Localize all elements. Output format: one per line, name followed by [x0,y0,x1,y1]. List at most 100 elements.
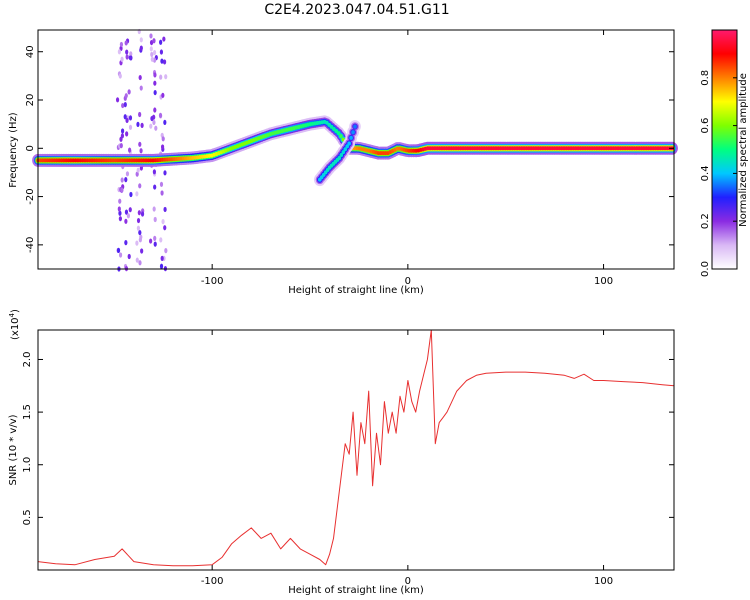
noise-speck [118,252,123,258]
noise-speck [153,89,157,96]
snr-x-tick-label: -100 [201,576,224,587]
noise-speck [115,97,120,103]
snr-y-tick-label: 0.5 [22,509,33,525]
colorbar-gradient [711,29,738,270]
noise-speck [138,237,142,243]
colorbar-tick-label: 0.0 [700,261,711,277]
noise-speck [150,115,154,122]
noise-speck [140,122,144,128]
noise-speck [138,74,142,81]
spectral-branch-blob [347,141,351,146]
noise-speck [128,124,133,130]
snr-y-tick-label: 1.0 [22,457,33,473]
noise-speck [124,240,128,246]
noise-speck [128,147,132,153]
noise-speck [124,40,128,46]
snr-x-axis-label: Height of straight line (km) [288,585,424,596]
noise-speck [138,111,142,118]
noise-speck [161,219,165,225]
spectral-branch-blob [353,124,357,129]
noise-speck [135,240,139,246]
noise-speck [159,181,164,187]
noise-speck [124,93,128,99]
snr-y-multiplier-base: (x10 [10,317,21,340]
noise-speck [135,191,139,197]
snr-panel: -100 0 100 0.5 1.0 1.5 2.0 Height of straight … [8,309,675,596]
spectral-branch-blob [351,130,355,135]
snr-ticks: -100 0 100 0.5 1.0 1.5 2.0 [22,330,674,587]
noise-speck [136,121,140,127]
noise-speck [163,119,167,126]
spectral-branch-blob [341,150,346,155]
noise-speck [160,255,164,261]
noise-speck [163,225,167,231]
snr-x-tick-label: 100 [594,576,613,587]
noise-speck [160,144,165,150]
noise-speck [117,49,122,55]
noise-speck [152,38,156,44]
snr-y-tick-label: 2.0 [22,352,33,368]
noise-speck [138,260,142,266]
noise-speck [139,148,143,154]
spectral-ridge-blob [339,134,343,139]
noise-speck [153,216,157,223]
noise-speck [127,253,131,260]
noise-speck [152,169,156,175]
noise-speck [125,131,129,137]
noise-speck [119,143,123,149]
spectrogram-image [32,28,678,272]
noise-speck [153,235,157,241]
snr-y-axis-label: SNR (10 * v/v) [8,414,19,485]
snr-y-multiplier-exponent: 4 [8,312,16,317]
noise-speck [124,218,128,224]
noise-speck [118,198,122,204]
spectrogram-y-axis-label: Frequency (Hz) [8,112,19,188]
snr-x-tick-label: 0 [405,576,411,587]
snr-y-multiplier-close: ) [10,309,21,313]
noise-speck [162,59,167,65]
noise-speck [136,225,141,231]
noise-speck [123,102,127,108]
noise-speck [153,72,157,78]
noise-speck [136,217,141,224]
noise-speck [149,39,154,46]
colorbar: 0.0 0.2 0.4 0.6 0.8 Normalized spectral ampl… [700,29,749,277]
spectrogram-x-tick-label: 0 [405,276,411,287]
spectrogram-y-tick-label: -40 [25,237,36,253]
noise-speck [135,171,139,177]
noise-speck [120,133,125,139]
noise-speck [161,92,165,98]
noise-speck [159,237,163,243]
noise-speck [149,33,153,39]
noise-speck [149,46,153,52]
noise-speck [136,167,140,173]
noise-speck [125,171,130,177]
spectral-branch-blob [337,155,342,160]
noise-speck [138,229,142,236]
snr-frame [37,329,675,571]
spectrogram-ticks: -100 0 100 -40 -20 0 20 40 [25,30,674,287]
noise-speck [140,248,144,254]
colorbar-tick-label: 0.8 [700,70,711,86]
snr-y-tick-label: 1.5 [22,404,33,420]
noise-speck [149,238,153,244]
noise-speck [163,206,167,213]
noise-speck [152,49,157,56]
colorbar-tick-label: 0.6 [700,118,711,134]
noise-speck [125,117,129,124]
noise-speck [138,183,142,189]
noise-speck [139,37,143,43]
snr-y-multiplier: (x104) [8,309,21,340]
noise-speck [162,36,166,42]
noise-speck [154,125,158,131]
noise-speck [128,115,133,121]
noise-speck [150,51,154,58]
noise-speck [127,89,131,95]
spectral-branch-blob [343,147,348,152]
spectrogram-frame [37,29,675,270]
colorbar-label: Normalized spectral amplitude [738,73,749,227]
noise-speck [125,49,129,55]
noise-speck [123,114,127,120]
noise-speck [116,247,121,253]
